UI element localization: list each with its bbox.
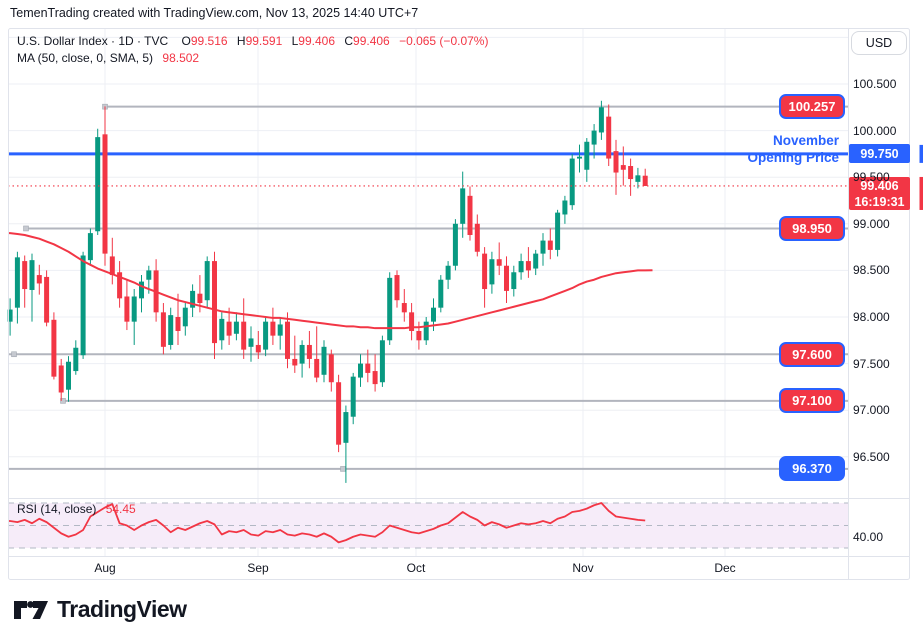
change-value: −0.065 (−0.07%) (399, 34, 489, 48)
price-alert-label[interactable]: 97.600 (779, 341, 845, 367)
price-axis-tick: 99.000 (853, 216, 890, 231)
current-price-axis-label[interactable]: 99.406 16:19:31 (849, 176, 910, 210)
price-axis-tick: 98.500 (853, 263, 890, 278)
time-axis-label[interactable]: Dec (714, 561, 736, 575)
price-axis-tick: 100.500 (853, 77, 897, 91)
price-axis-tick: 96.500 (853, 449, 890, 464)
ma-label[interactable]: MA (50, close, 0, SMA, 5) (17, 51, 154, 65)
time-axis-label[interactable]: Nov (572, 561, 594, 575)
price-axis-tick: 100.000 (853, 123, 897, 138)
close-label: C (344, 34, 354, 48)
symbol-title[interactable]: U.S. Dollar Index · 1D · TVC (17, 34, 169, 48)
open-value: 99.516 (190, 34, 228, 48)
rsi-legend: RSI (14, close) 54.45 (17, 502, 136, 516)
price-axis-tick: 97.500 (853, 356, 890, 371)
high-label: H (236, 34, 246, 48)
close-value: 99.406 (353, 34, 390, 48)
november-open-axis-label[interactable]: 99.750 (849, 144, 910, 164)
tradingview-logo[interactable]: TradingView (13, 596, 187, 623)
tradingview-logo-text: TradingView (57, 596, 187, 622)
price-alert-label[interactable]: 97.100 (779, 388, 845, 414)
rsi-label[interactable]: RSI (14, close) (17, 502, 97, 516)
ma-value: 98.502 (162, 51, 200, 65)
rsi-value: 54.45 (105, 502, 136, 516)
price-alert-label[interactable]: 96.370 (779, 456, 845, 482)
time-axis-label[interactable]: Sep (247, 561, 269, 575)
price-alert-label[interactable]: 100.257 (779, 94, 845, 120)
ma-legend: MA (50, close, 0, SMA, 5) 98.502 (17, 51, 199, 65)
bar-countdown: 16:19:31 (854, 194, 905, 209)
tradingview-logo-icon (14, 600, 48, 619)
open-label: O (181, 34, 191, 48)
symbol-legend: U.S. Dollar Index · 1D · TVC O99.516 H99… (17, 34, 488, 48)
price-axis-tick: 98.000 (853, 310, 890, 324)
annotation-line2: Opening Price (747, 150, 839, 165)
time-axis-label[interactable]: Aug (94, 561, 116, 575)
price-axis-tick: 99.500 (853, 170, 890, 185)
time-axis-label[interactable]: Oct (406, 561, 426, 575)
november-open-annotation: November Opening Price (747, 132, 839, 166)
low-label: L (291, 34, 299, 48)
price-axis-tick: 97.000 (853, 403, 890, 418)
rsi-axis-tick: 40.00 (853, 529, 884, 544)
annotation-line1: November (772, 133, 839, 148)
currency-button[interactable]: USD (851, 31, 907, 55)
price-alert-label[interactable]: 98.950 (779, 215, 845, 241)
high-value: 99.591 (245, 34, 283, 48)
current-price-value: 99.406 (860, 178, 899, 193)
low-value: 99.406 (298, 34, 335, 48)
attribution-text: TemenTrading created with TradingView.co… (10, 6, 419, 20)
